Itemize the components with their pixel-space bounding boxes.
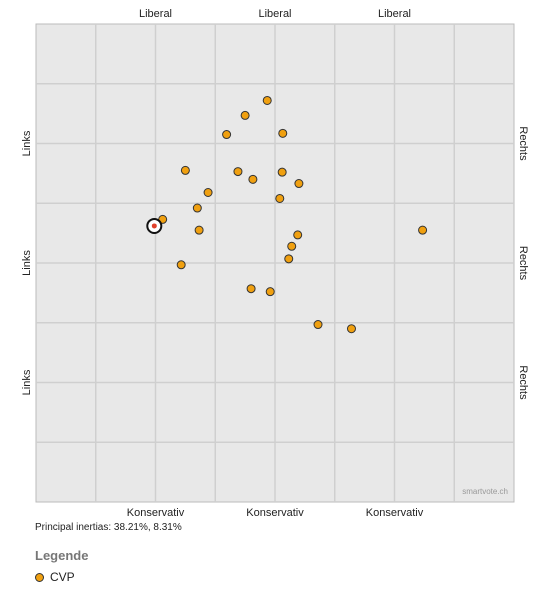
data-point-cvp [293,230,303,240]
left-label-links: Links [21,250,33,276]
data-point-cvp [248,174,258,184]
grid-lines [36,24,514,502]
watermark: smartvote.ch [462,487,508,496]
data-point-cvp [246,284,256,294]
legend-item-cvp: CVP [35,570,75,584]
top-label-liberal: Liberal [258,8,291,20]
data-point-cvp [346,324,356,334]
left-label-links: Links [21,130,33,156]
left-label-links: Links [21,369,33,395]
legend-label-cvp: CVP [50,570,75,584]
bottom-label-konservativ: Konservativ [246,507,304,519]
right-label-rechts: Rechts [517,365,529,400]
data-point-cvp [180,165,190,175]
data-point-cvp [277,167,287,177]
scatter-plot: Liberal Liberal Liberal Konservativ Konserva… [21,8,529,519]
data-point-cvp [203,187,213,197]
top-label-liberal: Liberal [139,8,172,20]
data-point-cvp [265,287,275,297]
data-point-cvp [313,320,323,330]
data-point-cvp [192,203,202,213]
data-point-cvp [240,110,250,120]
top-label-liberal: Liberal [378,8,411,20]
data-point-cvp [194,225,204,235]
right-label-rechts: Rechts [517,126,529,161]
bottom-label-konservativ: Konservativ [127,507,185,519]
data-points [146,95,428,334]
own-position-dot [151,223,157,229]
legend-swatch-cvp [35,572,44,582]
data-point-cvp [418,225,428,235]
right-label-rechts: Rechts [517,246,529,281]
data-point-cvp [287,241,297,251]
data-point-cvp [275,193,285,203]
data-point-cvp [222,130,232,140]
data-point-cvp [262,95,272,105]
bottom-label-konservativ: Konservativ [366,507,424,519]
data-point-cvp [176,260,186,270]
data-point-cvp [294,179,304,189]
legend-title: Legende [35,548,89,563]
data-point-cvp [284,254,294,264]
principal-inertias-note: Principal inertias: 38.21%, 8.31% [35,522,182,533]
data-point-cvp [278,128,288,138]
axis-labels: Liberal Liberal Liberal Konservativ Konserva… [21,8,529,519]
data-point-cvp [233,167,243,177]
